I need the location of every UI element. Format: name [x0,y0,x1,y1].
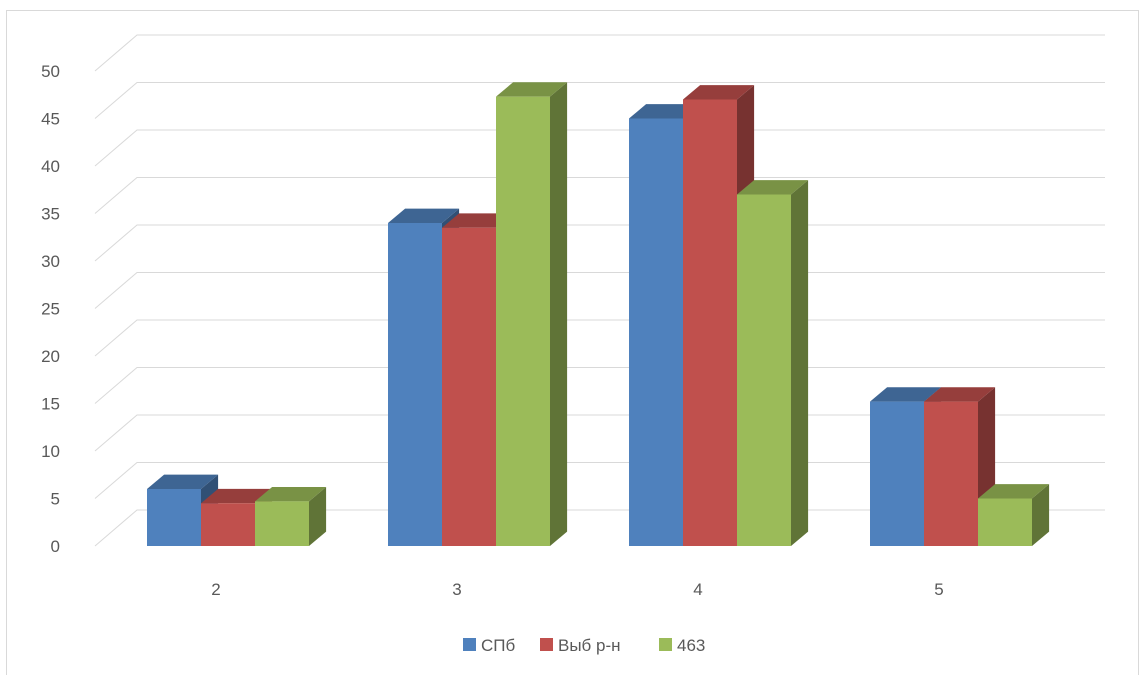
bar-front [737,194,791,546]
gridlines [94,34,1105,547]
gridline [94,129,1105,167]
bar-top [388,208,460,223]
legend-label: 463 [677,636,705,655]
y-tick-label: 50 [41,62,60,81]
gridline [94,224,1105,262]
gridline [94,34,1105,72]
y-tick-label: 15 [41,395,60,414]
bar-top [255,486,327,502]
bar-front [388,223,442,546]
y-tick-label: 35 [41,205,60,224]
bar-463-2 [255,486,327,546]
bar-front [496,96,550,547]
bar-front [870,401,924,546]
y-tick-label: 20 [41,347,60,366]
bar-front [255,501,309,546]
bar-front [629,118,683,546]
x-axis-ticks: 2 3 4 5 [211,580,943,599]
bar-463-4 [737,180,809,546]
x-tick-label: 3 [452,580,461,599]
y-tick-label: 0 [51,537,60,556]
y-tick-label: 5 [51,490,60,509]
bar-top [978,484,1050,499]
gridline [94,319,1105,357]
chart-frame [6,10,1139,675]
bar-front [201,503,255,546]
bar-top [147,474,219,489]
bar-front [978,498,1032,546]
legend-label: Выб р-н [558,636,621,655]
legend-swatch [659,638,672,651]
legend-swatch [540,638,553,651]
legend: СПб Выб р-н 463 [463,636,705,655]
y-tick-label: 10 [41,442,60,461]
bar-front [924,401,978,546]
gridline [94,272,1105,309]
bar-top [496,82,568,97]
bar-top [870,387,942,402]
y-tick-label: 30 [41,252,60,271]
bar-front [147,489,201,546]
bar-side [791,180,809,546]
bar-463-5 [978,484,1050,546]
legend-label: СПб [481,636,515,655]
y-tick-label: 45 [41,110,60,129]
x-tick-label: 2 [211,580,220,599]
y-tick-label: 25 [41,300,60,319]
bar-side [309,486,327,546]
bar-top [629,104,701,119]
gridline [94,177,1105,214]
y-tick-label: 40 [41,157,60,176]
bar-front [442,227,496,546]
bar-top [442,213,514,228]
y-axis-ticks: 0 5 10 15 20 25 30 35 40 45 50 [41,62,60,556]
x-tick-label: 4 [693,580,702,599]
bar-front [683,99,737,546]
bar-side [1032,484,1050,546]
legend-swatch [463,638,476,651]
gridline [94,82,1105,119]
bar-Выб-р-н-2 [201,488,273,546]
bar-top [201,488,273,504]
bar-463-3 [496,82,568,547]
bars [147,82,1050,547]
bar-side [550,82,568,546]
bar-top [683,85,755,100]
bar-top [924,387,996,402]
x-tick-label: 5 [934,580,943,599]
bar-top [737,180,809,195]
